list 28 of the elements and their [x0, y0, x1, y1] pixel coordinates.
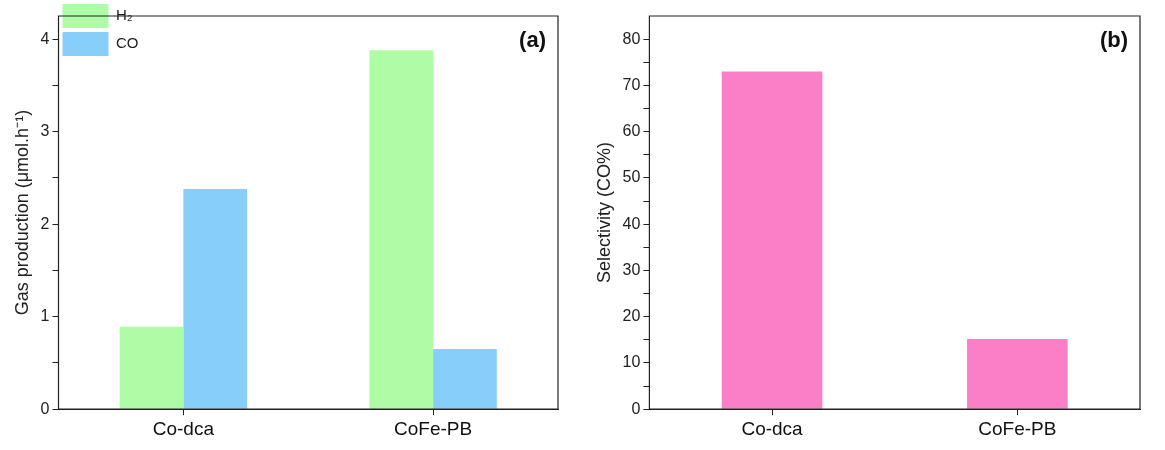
- x-tick-label: Co-dca: [152, 417, 215, 439]
- bar: [183, 189, 248, 409]
- legend-label: H₂: [116, 6, 133, 24]
- y-tick-label: 4: [40, 29, 50, 47]
- bar: [369, 50, 434, 409]
- y-tick-label: 70: [622, 75, 641, 93]
- y-tick-label: 50: [622, 168, 641, 186]
- y-axis-title: Gas production (μmol.h⁻¹): [11, 109, 32, 316]
- y-tick-label: 1: [40, 307, 50, 325]
- legend-label: CO: [116, 34, 139, 52]
- bar: [433, 349, 497, 409]
- annotation: (a): [519, 27, 546, 53]
- y-tick-label: 3: [40, 122, 50, 140]
- y-tick-label: 0: [40, 399, 50, 417]
- y-tick-label: 40: [622, 214, 641, 232]
- y-tick-label: 80: [622, 29, 641, 47]
- bar: [119, 326, 184, 409]
- x-tick-label: CoFe-PB: [394, 417, 473, 439]
- y-tick-label: 2: [40, 214, 50, 232]
- y-tick-label: 30: [622, 260, 641, 278]
- y-tick-label: 10: [622, 353, 641, 371]
- y-axis-title: Selectivity (CO%): [593, 142, 614, 284]
- annotation: (b): [1099, 27, 1128, 53]
- x-tick-label: Co-dca: [741, 417, 804, 439]
- y-tick-label: 0: [631, 399, 641, 417]
- x-tick-label: CoFe-PB: [978, 417, 1057, 439]
- y-tick-label: 20: [622, 307, 641, 325]
- y-tick-label: 60: [622, 122, 641, 140]
